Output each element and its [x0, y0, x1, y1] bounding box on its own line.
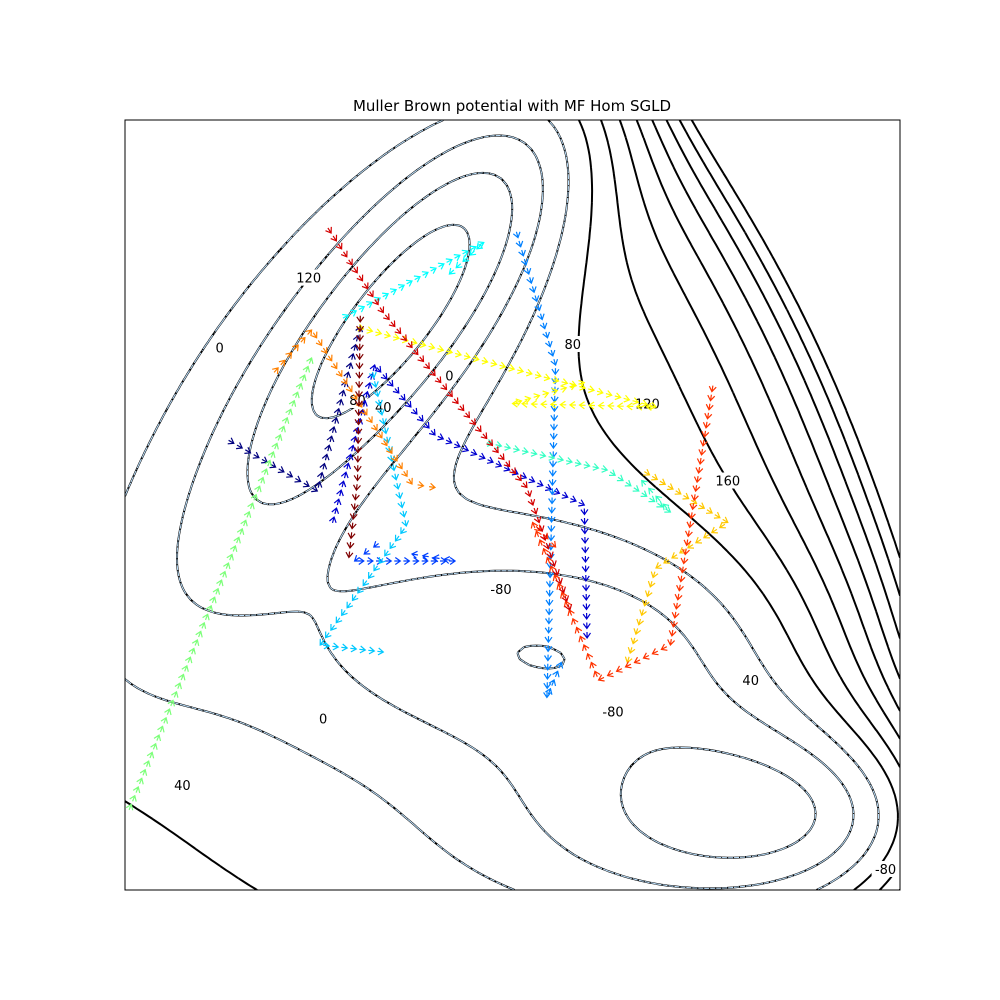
contour-label: 0 — [319, 713, 327, 728]
contour-label: 160 — [715, 475, 740, 490]
contour-label-bg — [443, 367, 456, 384]
trajectory-arrows — [357, 323, 658, 411]
contour-label-bg — [347, 392, 368, 408]
contour-label-bg — [294, 269, 323, 286]
contour-label-bg — [487, 581, 515, 597]
contour-level-80 — [600, 120, 900, 890]
contour-dash-neg120 — [311, 224, 471, 419]
plot-frame — [124, 119, 901, 891]
trajectory-9 — [357, 323, 658, 411]
trajectory-arrows — [345, 315, 365, 559]
contour-label-bg — [317, 710, 330, 727]
contour-label: 0 — [445, 370, 453, 385]
contour-label: -80 — [602, 706, 623, 721]
trajectory-arrows — [329, 363, 591, 640]
contour-level-320 — [690, 120, 900, 559]
contour-level-160 — [635, 120, 900, 712]
trajectory-arrows — [325, 226, 573, 611]
trajectory-arrows — [353, 541, 457, 565]
contour-label-bg — [172, 777, 193, 793]
trajectory-arrows — [530, 385, 717, 682]
trajectory-arrows — [624, 468, 729, 664]
contour-level-40 — [125, 120, 899, 890]
trajectory-arrows — [342, 241, 485, 321]
trajectory-13 — [325, 226, 573, 611]
contour-label: 0 — [216, 342, 224, 357]
contour-label-bg — [740, 672, 761, 688]
contour-label: 120 — [296, 272, 321, 287]
contour-lines — [125, 120, 900, 890]
contour-label-bg — [871, 861, 900, 877]
contour-label: 40 — [742, 674, 759, 689]
contour-label: -80 — [875, 863, 896, 878]
trajectory-10 — [624, 468, 729, 664]
trajectory-8 — [125, 357, 314, 811]
trajectory-12 — [530, 385, 717, 682]
trajectory-14 — [345, 315, 365, 559]
contour-label: -80 — [490, 583, 511, 598]
contour-label-bg — [713, 472, 742, 489]
trajectory-7 — [342, 241, 485, 321]
trajectory-1 — [227, 325, 364, 493]
contour-label-bg — [599, 703, 627, 720]
chart-title: Muller Brown potential with MF Hom SGLD — [353, 97, 671, 115]
trajectory-arrows — [125, 357, 314, 811]
trajectory-3 — [353, 541, 457, 565]
plot-area — [125, 120, 900, 890]
trajectory-2 — [329, 363, 591, 640]
contour-label: 40 — [174, 779, 191, 794]
contour-label-bg — [213, 339, 226, 356]
trajectory-arrows — [227, 325, 364, 493]
contour-label: 80 — [565, 338, 582, 353]
sgld-trajectories — [125, 226, 729, 811]
contour-dash-neg40 — [176, 135, 854, 889]
contour-label-bg — [562, 336, 583, 352]
